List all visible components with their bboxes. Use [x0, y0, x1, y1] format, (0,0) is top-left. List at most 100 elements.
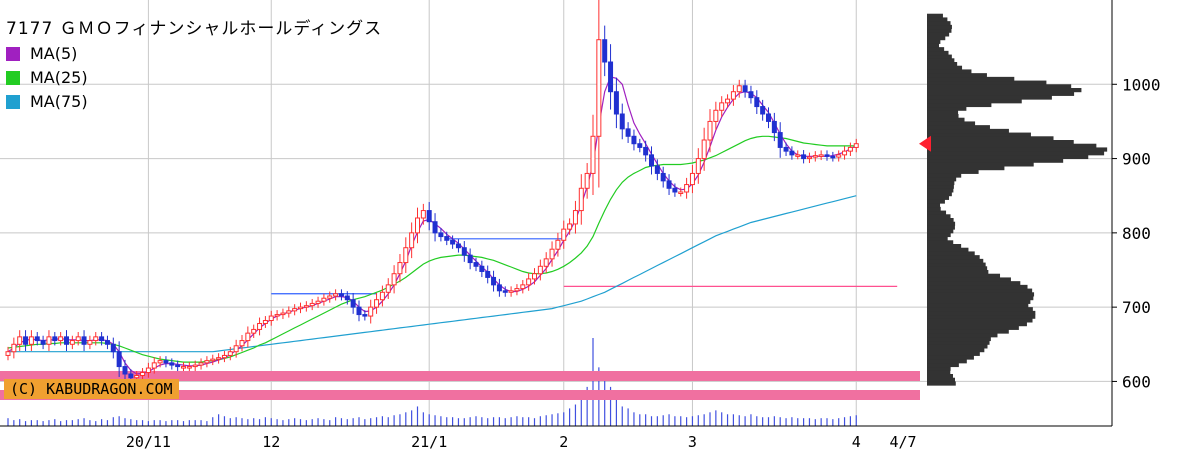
candle-body — [473, 262, 479, 267]
profile-bar — [927, 13, 943, 18]
candle-body — [561, 228, 567, 241]
profile-bar — [927, 199, 945, 204]
candle-body — [344, 295, 350, 301]
candle-body — [777, 132, 783, 148]
profile-bar — [927, 307, 1033, 312]
profile-bar — [927, 218, 954, 223]
candle-body — [110, 343, 116, 353]
candle-body — [654, 165, 660, 174]
y-tick-label: 900 — [1122, 150, 1151, 169]
candle-body — [397, 262, 403, 275]
credit-label: (C) KABUDRAGON.COM — [4, 379, 179, 399]
candle-body — [69, 340, 75, 345]
candle-body — [584, 172, 590, 189]
candle-body — [204, 360, 210, 364]
candle-body — [262, 320, 268, 324]
profile-bar — [927, 344, 988, 349]
candle-body — [292, 308, 298, 312]
profile-bar — [927, 303, 1029, 308]
candle-body — [572, 210, 578, 225]
profile-bar — [927, 76, 1015, 82]
profile-bar — [927, 192, 952, 197]
candle-body — [783, 146, 789, 152]
x-tick-label: 12 — [262, 433, 280, 451]
profile-bar — [927, 240, 954, 245]
candle-body — [303, 305, 309, 308]
profile-bar — [927, 69, 972, 74]
candle-body — [444, 236, 450, 241]
profile-bar — [927, 210, 947, 215]
profile-bar — [927, 177, 957, 182]
y-tick-label: 1000 — [1122, 75, 1161, 94]
profile-bar — [927, 132, 1031, 137]
x-tick-label: 21/1 — [411, 433, 447, 451]
profile-bar — [927, 180, 955, 186]
profile-bar — [927, 362, 959, 368]
candle-body — [198, 362, 204, 366]
candle-body — [742, 85, 748, 93]
profile-bar — [927, 151, 1105, 156]
candle-body — [379, 291, 385, 301]
profile-bar — [927, 355, 974, 360]
profile-bar — [927, 65, 963, 70]
candle-body — [672, 187, 678, 193]
ma25-line — [7, 135, 857, 363]
profile-bar — [927, 236, 948, 241]
support-lines — [271, 238, 898, 295]
candle-body — [613, 91, 619, 115]
candle-body — [748, 91, 754, 99]
candle-body — [221, 354, 227, 359]
candle-body — [227, 351, 233, 356]
profile-bar — [927, 125, 990, 130]
candle-body — [467, 254, 473, 264]
profile-bar — [927, 154, 1089, 160]
legend-item: MA(75) — [6, 92, 382, 111]
profile-bar — [927, 206, 941, 212]
candle-body — [707, 120, 713, 141]
candle-body — [134, 374, 140, 379]
candle-body — [333, 293, 339, 297]
profile-bar — [927, 24, 952, 30]
candle-body — [754, 97, 760, 108]
profile-bar — [927, 184, 954, 189]
candle-body — [549, 248, 555, 260]
candle-body — [602, 39, 608, 63]
candle-body — [643, 146, 649, 156]
candle-body — [567, 223, 573, 230]
candle-body — [99, 336, 105, 342]
candle-body — [52, 336, 58, 342]
ma75-line — [8, 195, 857, 353]
profile-bar — [927, 91, 1075, 96]
profile-bar — [927, 221, 956, 226]
candle-body — [795, 154, 801, 157]
profile-bar — [927, 284, 1028, 290]
legend-label: MA(5) — [30, 44, 78, 63]
legend-label: MA(75) — [30, 92, 88, 111]
profile-bar — [927, 39, 941, 44]
profile-bar — [927, 251, 975, 256]
grid — [0, 0, 1112, 426]
candle-body — [350, 299, 356, 308]
candle-body — [93, 336, 99, 342]
candle-body — [409, 232, 415, 249]
candle-body — [836, 154, 842, 158]
candle-body — [192, 364, 198, 368]
candle-body — [338, 293, 344, 297]
profile-bar — [927, 188, 954, 193]
candle-body — [374, 299, 380, 308]
candle-body — [824, 154, 830, 157]
candle-body — [432, 221, 438, 234]
profile-bar — [927, 143, 1097, 148]
candle-body — [689, 172, 695, 186]
profile-bar — [927, 255, 980, 260]
x-tick-label: 3 — [688, 433, 697, 451]
candle-body — [666, 180, 672, 189]
candle-body — [508, 290, 514, 293]
candle-body — [485, 270, 491, 278]
profile-bar — [927, 322, 1027, 327]
profile-bar — [927, 54, 952, 59]
candle-body — [11, 343, 17, 353]
profile-bar — [927, 136, 1054, 141]
candle-body — [766, 113, 771, 122]
